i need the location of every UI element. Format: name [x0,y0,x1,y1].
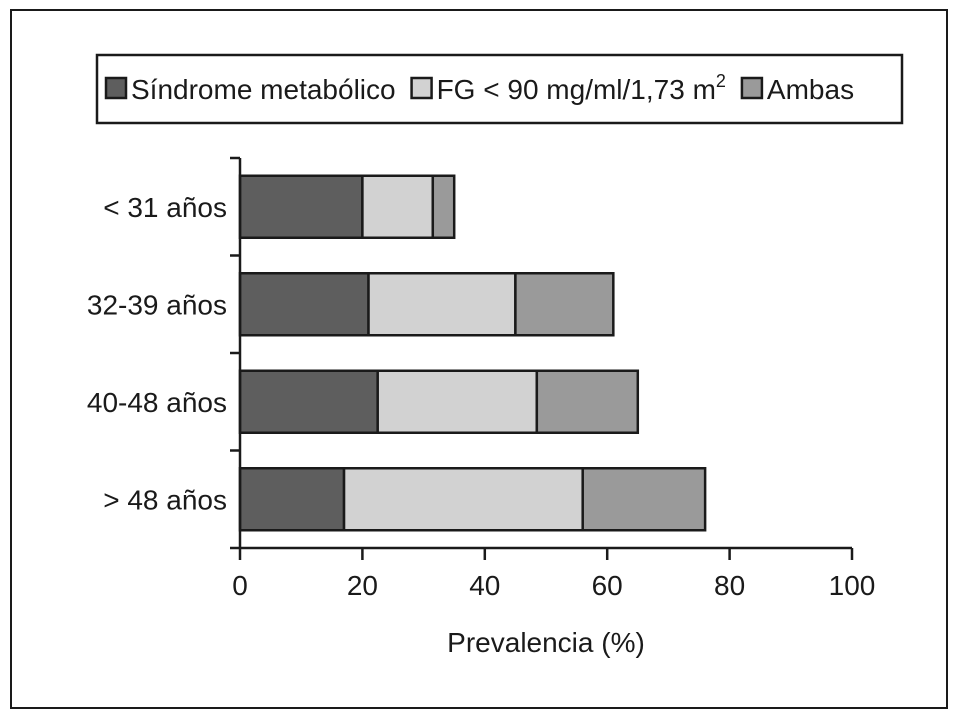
bar-3-series-2 [376,369,539,434]
bar-1-series-1 [238,174,364,239]
bar-3-series-1 [238,369,379,434]
bar-1-series-3 [431,174,456,239]
x-tick-label: 80 [714,570,745,601]
legend-swatch-1 [104,76,128,100]
x-tick-label: 40 [469,570,500,601]
y-tick-label: 32-39 años [87,289,227,320]
x-axis-label: Prevalencia (%) [447,627,645,658]
bar-2-series-1 [238,272,370,337]
x-tick-label: 100 [829,570,876,601]
y-tick-label: < 31 años [103,192,227,223]
bar-2-series-2 [367,272,517,337]
bars [238,174,707,532]
x-tick-label: 60 [592,570,623,601]
y-tick-label: 40-48 años [87,387,227,418]
bar-1-series-2 [361,174,435,239]
legend-label-2: FG < 90 mg/ml/1,73 m2 [437,71,726,105]
legend-label-1: Síndrome metabólico [131,74,396,105]
bar-3-series-3 [535,369,640,434]
bar-4-series-2 [342,467,584,532]
y-tick-label: > 48 años [103,484,227,515]
x-axis: 0 20 40 60 80 100 [232,546,876,601]
chart-frame [10,9,948,709]
legend-label-3: Ambas [767,74,854,105]
bar-2-series-3 [514,272,615,337]
x-tick-label: 0 [232,570,248,601]
legend-swatch-3 [740,76,764,100]
legend-box [95,53,904,125]
bar-4-series-1 [238,467,346,532]
x-tick-label: 20 [347,570,378,601]
legend: Síndrome metabólico FG < 90 mg/ml/1,73 m2… [95,53,904,125]
y-axis: < 31 años 32-39 años 40-48 años > 48 años [87,156,242,550]
legend-swatch-2 [410,76,433,100]
bar-4-series-3 [581,467,707,532]
